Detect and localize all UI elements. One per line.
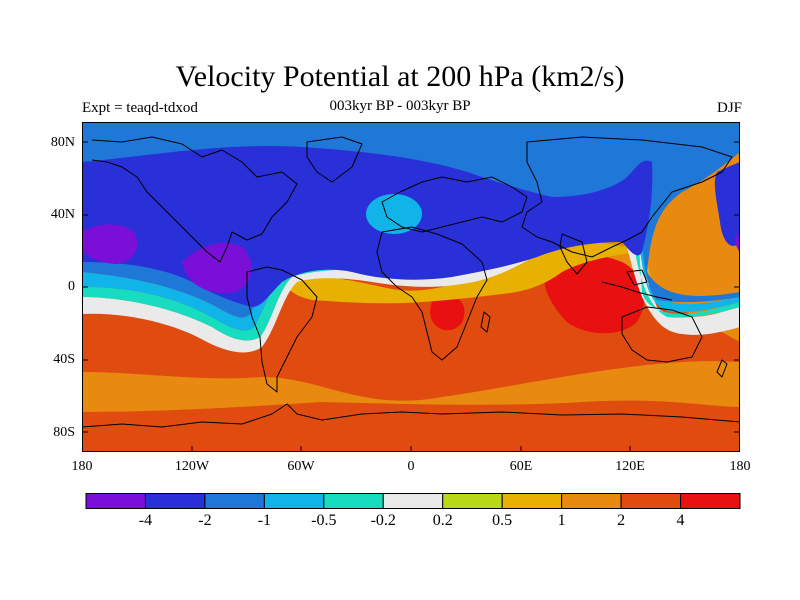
colorbar-label-8: 2 [617, 512, 626, 529]
coast-europe [381, 176, 528, 233]
colorbar-swatch-1 [144, 493, 206, 509]
coast-new-zealand [716, 359, 728, 378]
field-violet-pacific [182, 242, 252, 294]
coast-asia [521, 136, 733, 258]
colorbar-swatch-0 [85, 493, 146, 509]
colorbar-label-0: -4 [138, 512, 153, 529]
coastlines [82, 136, 740, 428]
colorbar-label-3: -0.5 [311, 512, 337, 529]
colorbar-swatch-9 [620, 493, 682, 509]
colorbar-swatch-8 [561, 493, 622, 509]
coast-north-america [91, 136, 298, 263]
field-violet-west [82, 224, 138, 264]
colorbar-label-5: 0.2 [432, 512, 453, 529]
coast-australia [621, 306, 703, 363]
colorbar-label-7: 1 [557, 512, 566, 529]
lon-label-180e: 180 [729, 459, 751, 474]
experiment-label: Expt = teaqd-tdxod [82, 100, 198, 116]
coast-antarctica [82, 403, 740, 428]
lon-label-60w: 60W [287, 459, 315, 474]
lon-label-120w: 120W [174, 459, 210, 474]
field-orange-south-band [82, 361, 740, 412]
lat-label-40n: 40N [50, 207, 75, 222]
lat-label-80n: 80N [50, 135, 75, 150]
field-red-africa [430, 295, 465, 331]
lon-label-180w: 180 [71, 459, 93, 474]
lon-label-120e: 120E [615, 459, 645, 474]
field-red-maritime [543, 253, 645, 334]
season-label: DJF [716, 100, 742, 116]
axis-ticks [82, 141, 740, 452]
velocity-potential-map [82, 122, 740, 452]
lat-label-80s: 80S [53, 425, 75, 440]
coast-borneo [626, 269, 648, 286]
coast-greenland [306, 136, 363, 183]
coast-south-america [246, 266, 318, 393]
colorbar-label-2: -1 [257, 512, 272, 529]
colorbar-swatch-2 [204, 493, 265, 509]
colorbar-label-1: -2 [198, 512, 212, 529]
coast-indonesia [601, 281, 673, 301]
lat-label-0: 0 [68, 279, 75, 294]
field-red-orange-antarctic [82, 400, 740, 452]
coast-africa [376, 226, 488, 361]
colorbar-label-4: -0.2 [370, 512, 396, 529]
lat-label-40s: 40S [53, 352, 75, 367]
map-title: Velocity Potential at 200 hPa (km2/s) [175, 60, 625, 93]
colorbar-swatch-5 [382, 493, 444, 509]
colorbar [85, 493, 741, 509]
colorbar-swatch-4 [323, 493, 384, 509]
lon-label-60e: 60E [509, 459, 533, 474]
colorbar-swatch-6 [442, 493, 503, 509]
field-dark-blue-east [714, 162, 740, 246]
coast-india [559, 233, 588, 275]
coast-madagascar [480, 311, 491, 333]
colorbar-label-6: 0.5 [492, 512, 513, 529]
colorbar-swatch-3 [263, 493, 325, 509]
field-violet-east-edge [735, 232, 740, 252]
colorbar-swatch-7 [501, 493, 563, 509]
field-yellow-band [277, 242, 652, 304]
colorbar-swatch-10 [680, 493, 741, 509]
period-label: 003kyr BP - 003kyr BP [329, 98, 471, 114]
field-light-blue-atlantic-blob [366, 194, 422, 234]
lon-label-0: 0 [407, 459, 415, 474]
colorbar-label-9: 4 [676, 512, 685, 529]
